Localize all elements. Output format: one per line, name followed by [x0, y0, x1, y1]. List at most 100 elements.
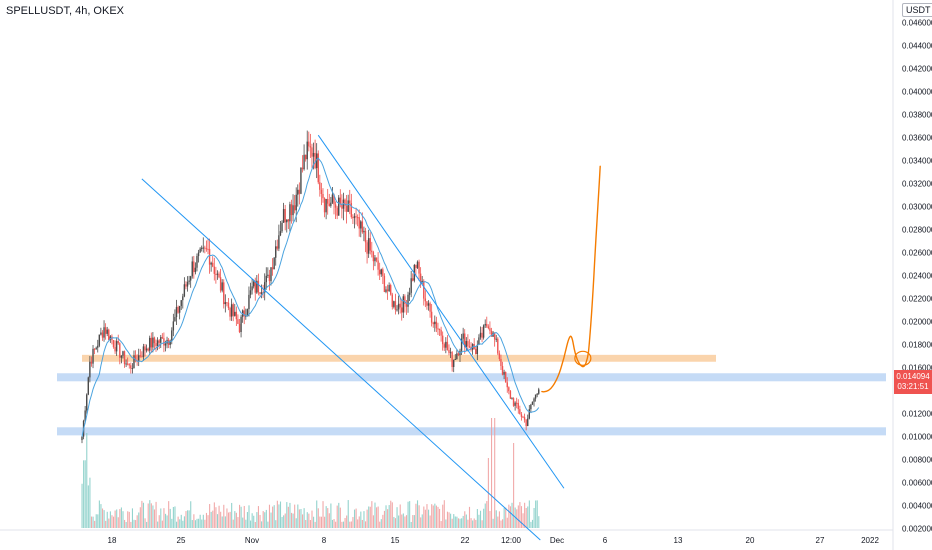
candle-body	[434, 321, 436, 325]
candle-body	[418, 261, 420, 274]
volume-bar	[453, 514, 455, 528]
volume-bar	[216, 514, 219, 528]
candle-body	[372, 252, 375, 262]
candle-body	[134, 355, 137, 361]
volume-bar	[163, 508, 165, 528]
volume-bar	[319, 516, 321, 528]
volume-bar	[90, 516, 93, 528]
volume-bar	[168, 501, 170, 528]
volume-bar	[160, 508, 162, 528]
time-tick-label: 22	[461, 536, 470, 545]
volume-bar	[470, 518, 472, 528]
channel-upper-line	[317, 134, 565, 489]
volume-bar	[164, 513, 167, 528]
candle-body	[235, 311, 238, 320]
volume-bar	[350, 521, 352, 528]
candle-body	[490, 330, 493, 337]
volume-bar	[187, 510, 189, 528]
time-tick-label: 2022	[861, 536, 879, 545]
candle-body	[432, 322, 434, 325]
volume-bar	[198, 518, 200, 528]
candle-body	[525, 419, 527, 427]
volume-bar	[423, 506, 425, 528]
candle-body	[391, 294, 393, 307]
volume-bar	[428, 509, 430, 528]
candle-body	[256, 280, 258, 293]
candle-body	[468, 346, 471, 348]
candle-body	[536, 393, 538, 395]
volume-bar	[150, 503, 152, 528]
candle-body	[171, 330, 173, 341]
candle-body	[119, 343, 121, 358]
projection-loop	[574, 350, 592, 366]
volume-bar	[531, 519, 534, 528]
volume-bar	[322, 501, 324, 528]
volume-bar	[390, 500, 392, 528]
candle-body	[213, 266, 215, 274]
candle-body	[138, 355, 140, 362]
candle-body	[410, 278, 412, 293]
candle-body	[87, 377, 89, 395]
volume-bar	[443, 500, 445, 528]
volume-bar	[101, 508, 104, 528]
volume-bar	[240, 506, 242, 528]
volume-bar	[136, 515, 138, 528]
candle-body	[341, 204, 343, 209]
candle-body	[443, 344, 445, 348]
volume-bar	[87, 485, 89, 528]
volume-bar	[94, 520, 96, 528]
candle-body	[511, 398, 513, 400]
candle-body	[503, 371, 505, 375]
candle-body	[512, 398, 515, 406]
time-tick-label: 12:00	[501, 536, 522, 545]
candle-body	[273, 257, 275, 270]
resistance-zone	[82, 354, 716, 362]
candle-body	[449, 352, 452, 354]
channel-lower-line	[141, 178, 541, 541]
volume-bar	[385, 505, 387, 528]
candle-body	[201, 247, 203, 249]
currency-badge[interactable]: USDT	[902, 3, 932, 17]
candle-body	[435, 321, 438, 329]
candle-body	[224, 302, 227, 305]
volume-bar	[481, 520, 483, 528]
volume-bar	[153, 509, 156, 528]
volume-bar	[127, 511, 129, 528]
candle-body	[210, 262, 212, 265]
volume-bar	[169, 508, 171, 528]
volume-bar	[224, 516, 226, 528]
candle-body	[388, 285, 390, 292]
candle-body	[281, 222, 283, 232]
candle-body	[279, 231, 282, 236]
volume-bar	[257, 506, 259, 528]
volume-bar	[261, 521, 263, 528]
volume-bar	[500, 520, 502, 528]
candle-body	[286, 219, 288, 223]
candle-body	[265, 275, 267, 283]
volume-bar	[273, 505, 275, 528]
volume-bar	[410, 521, 412, 528]
candle-body	[123, 351, 126, 365]
candle-body	[319, 182, 321, 190]
candle-body	[180, 300, 182, 307]
candle-body	[93, 348, 96, 350]
candle-body	[437, 328, 439, 330]
volume-bar	[327, 508, 329, 528]
volume-bar	[360, 511, 362, 528]
candle-body	[315, 153, 318, 169]
candle-body	[484, 323, 486, 326]
candle-body	[317, 153, 319, 183]
candle-body	[371, 250, 373, 253]
volume-bar	[495, 510, 497, 528]
volume-bar	[363, 511, 365, 528]
volume-bar	[202, 514, 204, 528]
candle-body	[457, 353, 460, 356]
candle-body	[177, 307, 179, 313]
candle-body	[358, 217, 360, 229]
